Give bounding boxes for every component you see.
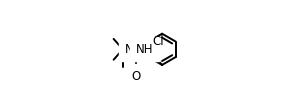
Text: O: O (132, 70, 141, 83)
Text: NH: NH (135, 43, 153, 56)
Text: NH: NH (124, 43, 142, 56)
Text: Cl: Cl (153, 35, 164, 48)
